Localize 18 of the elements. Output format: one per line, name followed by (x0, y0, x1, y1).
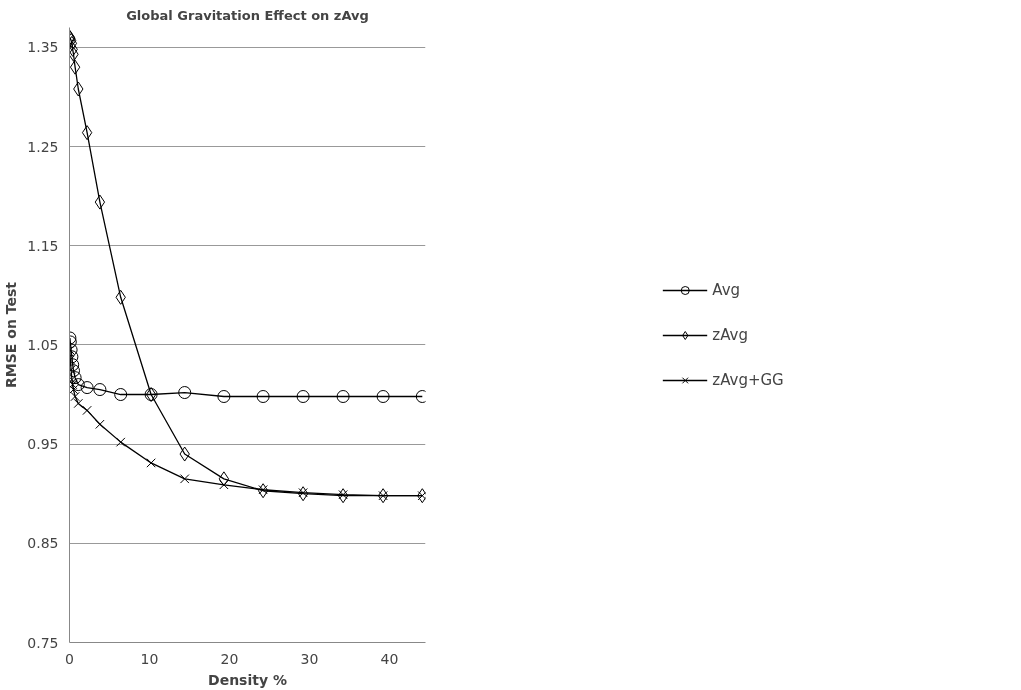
x-tick-label: 0 (65, 650, 74, 667)
y-tick-label: 0.95 (27, 436, 59, 453)
x-tick-label: 40 (380, 650, 399, 667)
y-tick-label: 1.05 (27, 336, 59, 353)
y-tick-label: 0.75 (27, 634, 59, 651)
y-axis-title: RMSE on Test (3, 281, 20, 388)
legend-label: zAvg (712, 325, 748, 344)
y-tick-label: 1.35 (27, 39, 59, 56)
y-tick-label: 1.15 (27, 237, 59, 254)
chart-title: Global Gravitation Effect on zAvg (126, 7, 369, 23)
x-axis-title: Density % (208, 671, 287, 688)
x-tick-label: 10 (140, 650, 159, 667)
x-tick-label: 30 (300, 650, 319, 667)
legend-label: Avg (712, 280, 741, 299)
y-tick-label: 1.25 (27, 138, 59, 155)
legend-label: zAvg+GG (712, 370, 784, 389)
x-tick-label: 20 (220, 650, 239, 667)
y-tick-label: 0.85 (27, 535, 59, 552)
